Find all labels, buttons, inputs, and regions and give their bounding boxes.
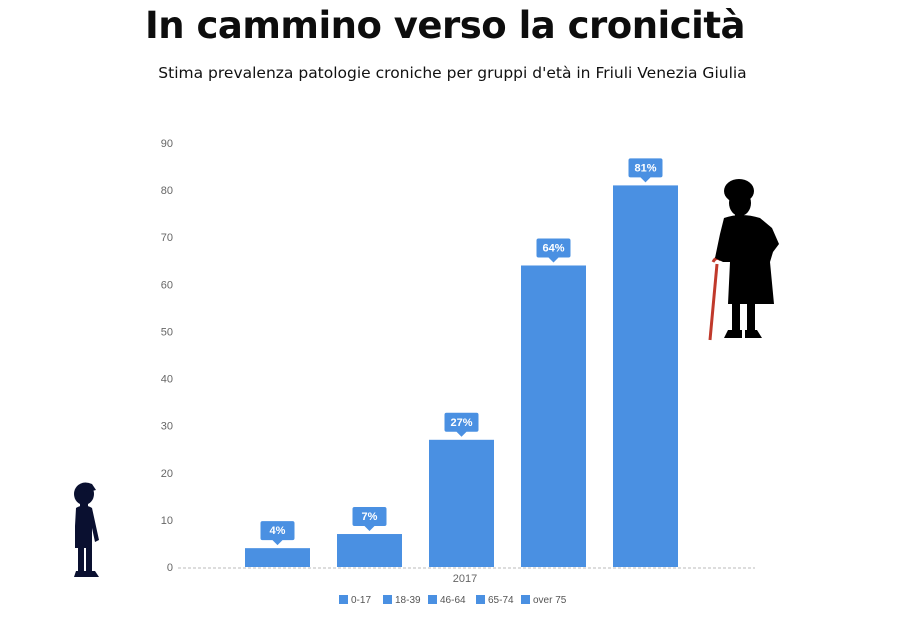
data-label-bubble xyxy=(444,412,479,437)
legend-swatch xyxy=(521,595,530,604)
bar-18-39 xyxy=(337,534,402,567)
y-tick-label: 20 xyxy=(161,468,173,480)
legend: 0-17 18-39 46-64 65-74 over 75 xyxy=(339,595,567,606)
y-tick-label: 60 xyxy=(161,279,173,291)
legend-swatch xyxy=(383,595,392,604)
y-tick-label: 10 xyxy=(161,515,173,527)
legend-label: 0-17 xyxy=(351,595,371,606)
data-label-bubble xyxy=(628,158,663,183)
legend-swatch xyxy=(428,595,437,604)
legend-label: 46-64 xyxy=(440,595,466,606)
y-axis: 0 10 20 30 40 50 60 70 80 90 xyxy=(161,138,173,574)
data-label-bubble xyxy=(352,507,387,532)
x-category-label: 2017 xyxy=(453,573,477,585)
y-tick-label: 70 xyxy=(161,232,173,244)
y-tick-label: 90 xyxy=(161,138,173,150)
legend-swatch xyxy=(476,595,485,604)
y-tick-label: 30 xyxy=(161,421,173,433)
legend-label: 18-39 xyxy=(395,595,421,606)
data-label: 64% xyxy=(542,242,564,254)
bar-0-17 xyxy=(245,548,310,567)
elderly-woman-with-cane-silhouette-icon xyxy=(708,179,779,341)
data-label: 81% xyxy=(634,162,656,174)
chart-title: In cammino verso la cronicità xyxy=(144,4,746,47)
bar-46-64 xyxy=(429,439,494,567)
x-axis: 2017 xyxy=(453,573,477,585)
data-label-bubble xyxy=(260,521,295,546)
y-tick-label: 0 xyxy=(167,562,173,574)
data-label: 27% xyxy=(450,417,472,429)
legend-swatch xyxy=(339,595,348,604)
chart-subtitle: Stima prevalenza patologie croniche per … xyxy=(158,64,747,82)
legend-label: 65-74 xyxy=(488,595,514,606)
bar-over-75 xyxy=(613,185,678,567)
y-tick-label: 40 xyxy=(161,374,173,386)
y-tick-label: 50 xyxy=(161,326,173,338)
legend-label: over 75 xyxy=(533,595,567,606)
bars: 4% 7% 27% 64% 81% xyxy=(245,158,678,567)
y-tick-label: 80 xyxy=(161,185,173,197)
bar-65-74 xyxy=(521,265,586,567)
data-label: 7% xyxy=(362,511,378,523)
data-label: 4% xyxy=(270,525,286,537)
child-silhouette-icon xyxy=(74,482,99,577)
data-label-bubble xyxy=(536,238,571,263)
